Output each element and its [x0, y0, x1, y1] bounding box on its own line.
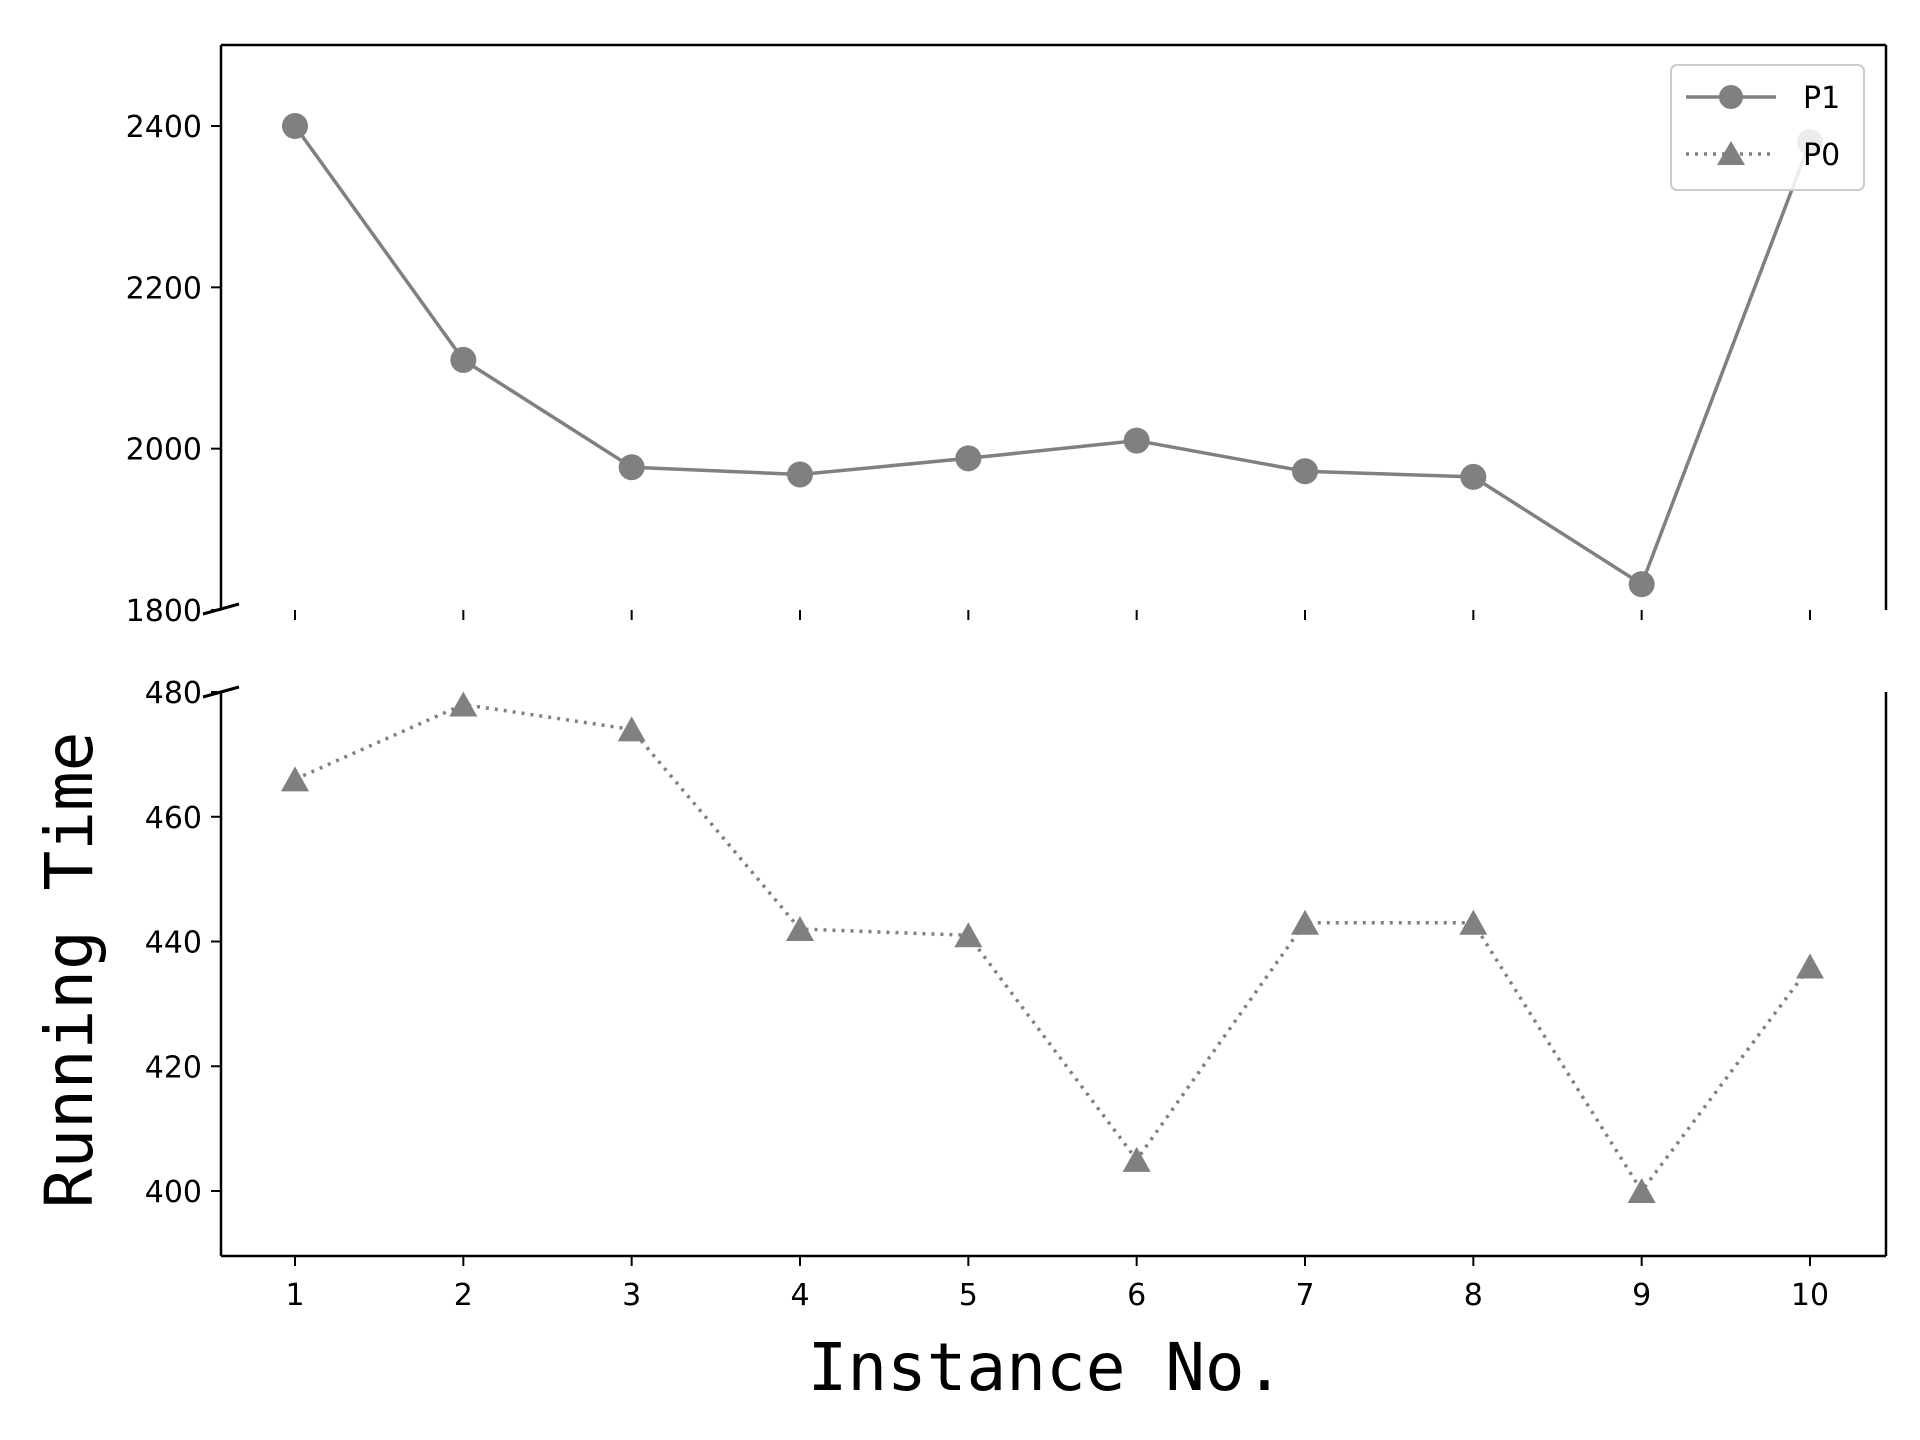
data-point-p1: [1123, 427, 1150, 454]
x-tick-label: 6: [1127, 1278, 1146, 1313]
data-point-p0: [1627, 1178, 1656, 1203]
x-tick-label: 7: [1295, 1278, 1314, 1313]
data-point-p0: [617, 716, 646, 742]
data-point-p1: [1292, 458, 1318, 485]
upper-y-tick-label: 2200: [126, 271, 202, 306]
lower-y-tick-label: 440: [145, 926, 202, 961]
x-axis-title: Instance No.: [808, 1329, 1285, 1406]
series-line-p1: [293, 124, 1812, 587]
upper-panel: 1800 2000 2200 2400: [126, 43, 1888, 629]
data-point-p1: [1628, 571, 1655, 598]
data-point-p1: [955, 445, 982, 472]
upper-y-tick-label: 2400: [126, 110, 202, 145]
data-point-p1: [282, 113, 308, 139]
data-point-p0: [1796, 953, 1824, 979]
data-point-p0: [1291, 909, 1319, 935]
x-tick-label: 3: [622, 1278, 641, 1313]
x-tick-label: 1: [285, 1278, 304, 1313]
lower-y-tick-label: 480: [145, 676, 202, 711]
lower-y-tick-label: 400: [145, 1175, 202, 1210]
data-point-p0: [449, 691, 478, 717]
data-point-p0: [281, 766, 309, 792]
data-point-p1: [787, 461, 813, 488]
x-tick-label: 9: [1632, 1278, 1651, 1313]
data-point-p0: [1459, 909, 1488, 935]
data-point-p0: [954, 922, 983, 948]
legend: P1 P0: [1670, 64, 1865, 191]
data-point-p1: [1460, 463, 1487, 490]
upper-y-tick-label: 1800: [126, 594, 202, 629]
x-tick-label: 4: [790, 1278, 809, 1313]
y-axis-title: Running Time: [31, 732, 108, 1209]
data-point-p0: [1122, 1146, 1151, 1172]
legend-label-p0: P0: [1803, 138, 1840, 173]
lower-panel: 400 420 440 460 480: [145, 676, 1888, 1258]
axis-break-mark-lower: [202, 685, 240, 699]
axis-break-mark-upper: [202, 602, 240, 616]
upper-y-tick-label: 2000: [126, 433, 202, 468]
x-tick-label: 10: [1791, 1278, 1829, 1313]
data-point-p0: [786, 916, 814, 942]
x-tick-label: 2: [454, 1278, 473, 1313]
lower-y-tick-label: 420: [145, 1050, 202, 1085]
legend-marker-p1: [1719, 85, 1743, 109]
legend-label-p1: P1: [1803, 81, 1840, 116]
data-point-p1: [450, 346, 477, 373]
legend-marker-p0: [1717, 141, 1745, 165]
data-point-p1: [618, 454, 645, 481]
x-tick-label: 8: [1464, 1278, 1483, 1313]
lower-y-tick-label: 460: [145, 801, 202, 836]
x-tick-label: 5: [959, 1278, 978, 1313]
